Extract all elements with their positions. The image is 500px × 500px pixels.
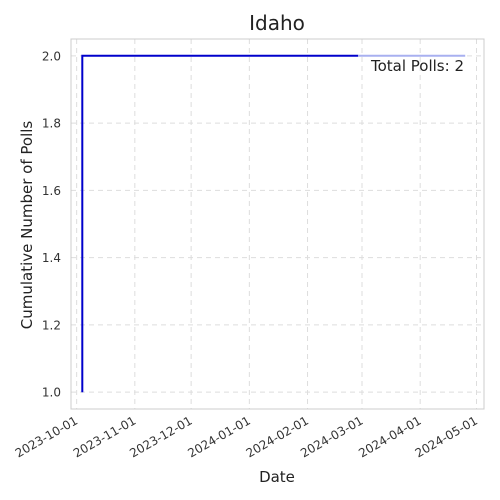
y-tick-labels: 1.0 1.2 1.4 1.6 1.8 2.0 bbox=[42, 49, 61, 399]
y-tick-label: 1.8 bbox=[42, 117, 61, 131]
y-tick-label: 1.0 bbox=[42, 386, 61, 400]
y-tick-label: 1.6 bbox=[42, 184, 61, 198]
grid bbox=[71, 39, 484, 409]
total-polls-annotation: Total Polls: 2 bbox=[370, 57, 464, 75]
x-axis-label: Date bbox=[259, 468, 295, 486]
chart-title: Idaho bbox=[249, 11, 305, 35]
series-line-1 bbox=[81, 54, 359, 393]
plot-frame bbox=[70, 38, 485, 410]
y-tick-label: 2.0 bbox=[42, 49, 61, 63]
series-group bbox=[81, 54, 466, 393]
y-tick-label: 1.4 bbox=[42, 251, 61, 265]
y-tick-label: 1.2 bbox=[42, 318, 61, 332]
y-axis-label: Cumulative Number of Polls bbox=[18, 121, 36, 330]
